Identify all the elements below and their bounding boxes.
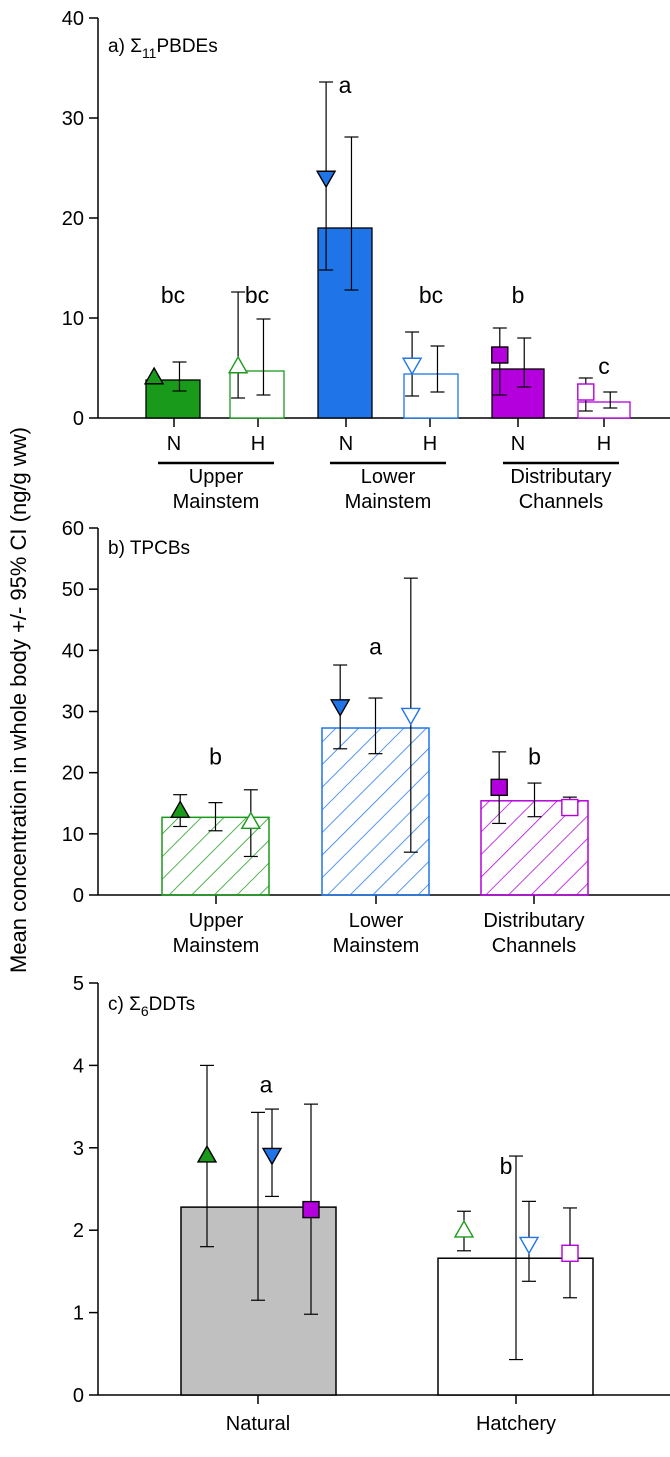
group-label-line2: Channels (519, 491, 604, 513)
group-label-line1: Upper (189, 466, 244, 488)
significance-letter: bc (245, 282, 269, 308)
origin-label: N (339, 433, 353, 455)
significance-letter: a (339, 72, 352, 98)
y-tick-label: 30 (62, 702, 84, 724)
panel-b-title: b) TPCBs (108, 538, 190, 559)
marker-triangle-up (240, 811, 262, 830)
group-label-line2: Mainstem (173, 935, 260, 957)
panel-c-ddts: 0 1 2 3 4 5 a Natural b Hatchery (73, 973, 670, 1435)
marker-triangle-up (227, 355, 249, 374)
category-label: Natural (226, 1413, 290, 1435)
marker-triangle-up (169, 800, 191, 819)
significance-letter: bc (419, 282, 443, 308)
bar (317, 227, 373, 419)
marker-triangle-up (196, 1144, 218, 1163)
y-tick-label: 40 (62, 8, 84, 30)
significance-letter: c (598, 353, 610, 379)
y-tick-label: 0 (73, 885, 84, 907)
marker-square (561, 798, 579, 817)
y-tick-label: 30 (62, 108, 84, 130)
significance-letter: a (369, 634, 382, 660)
y-tick-label: 40 (62, 640, 84, 662)
y-tick-label: 5 (73, 973, 84, 995)
y-tick-label: 0 (73, 1385, 84, 1407)
group-label-line1: Upper (189, 910, 244, 932)
significance-letter: b (528, 744, 541, 770)
marker-square (302, 1200, 320, 1219)
group-label-line1: Lower (361, 466, 416, 488)
y-tick-label: 4 (73, 1055, 84, 1077)
marker-triangle-up (453, 1219, 475, 1238)
y-tick-label: 20 (62, 763, 84, 785)
marker-triangle-down (329, 699, 351, 718)
marker-triangle-down (261, 1147, 283, 1166)
marker-square (561, 1244, 579, 1262)
group-label-line2: Mainstem (345, 491, 432, 513)
marker-triangle-down (401, 357, 423, 376)
marker-square (490, 778, 508, 797)
y-tick-label: 20 (62, 208, 84, 230)
panel-a-title: a) Σ11PBDEs (108, 36, 218, 61)
significance-letter: bc (161, 282, 185, 308)
origin-label: N (511, 433, 525, 455)
y-tick-label: 50 (62, 579, 84, 601)
y-tick-label: 60 (62, 518, 84, 540)
y-tick-label: 10 (62, 308, 84, 330)
significance-letter: b (500, 1153, 513, 1179)
group-label-line2: Mainstem (173, 491, 260, 513)
origin-label: H (597, 433, 611, 455)
origin-label: H (251, 433, 265, 455)
group-label-line2: Channels (492, 935, 577, 957)
panel-c-title: c) Σ6DDTs (108, 994, 195, 1019)
group-label-line1: Distributary (483, 910, 584, 932)
origin-label: H (423, 433, 437, 455)
origin-label: N (167, 433, 181, 455)
category-label: Hatchery (476, 1413, 556, 1435)
marker-square (577, 383, 595, 401)
bar (145, 379, 201, 419)
marker-triangle-down (400, 707, 422, 726)
significance-letter: b (209, 744, 222, 770)
group-label-line1: Lower (349, 910, 404, 932)
marker-triangle-up (143, 366, 165, 385)
group-label-line2: Mainstem (333, 935, 420, 957)
y-tick-label: 3 (73, 1138, 84, 1160)
marker-triangle-down (518, 1236, 540, 1255)
marker-square (491, 346, 509, 364)
bar (577, 401, 631, 419)
y-tick-label: 10 (62, 824, 84, 846)
y-tick-label: 2 (73, 1220, 84, 1242)
panel-b-tpcbs: 0 10 20 30 40 50 60 b a b Upper Mainstem Lower Mainst… (62, 518, 670, 957)
marker-triangle-down (315, 170, 337, 189)
y-axis-label: Mean concentration in whole body +/- 95%… (6, 427, 31, 973)
bar (491, 368, 545, 419)
y-tick-label: 1 (73, 1303, 84, 1325)
significance-letter: b (512, 282, 525, 308)
group-label-line1: Distributary (510, 466, 611, 488)
y-tick-label: 0 (73, 408, 84, 430)
significance-letter: a (260, 1072, 273, 1098)
